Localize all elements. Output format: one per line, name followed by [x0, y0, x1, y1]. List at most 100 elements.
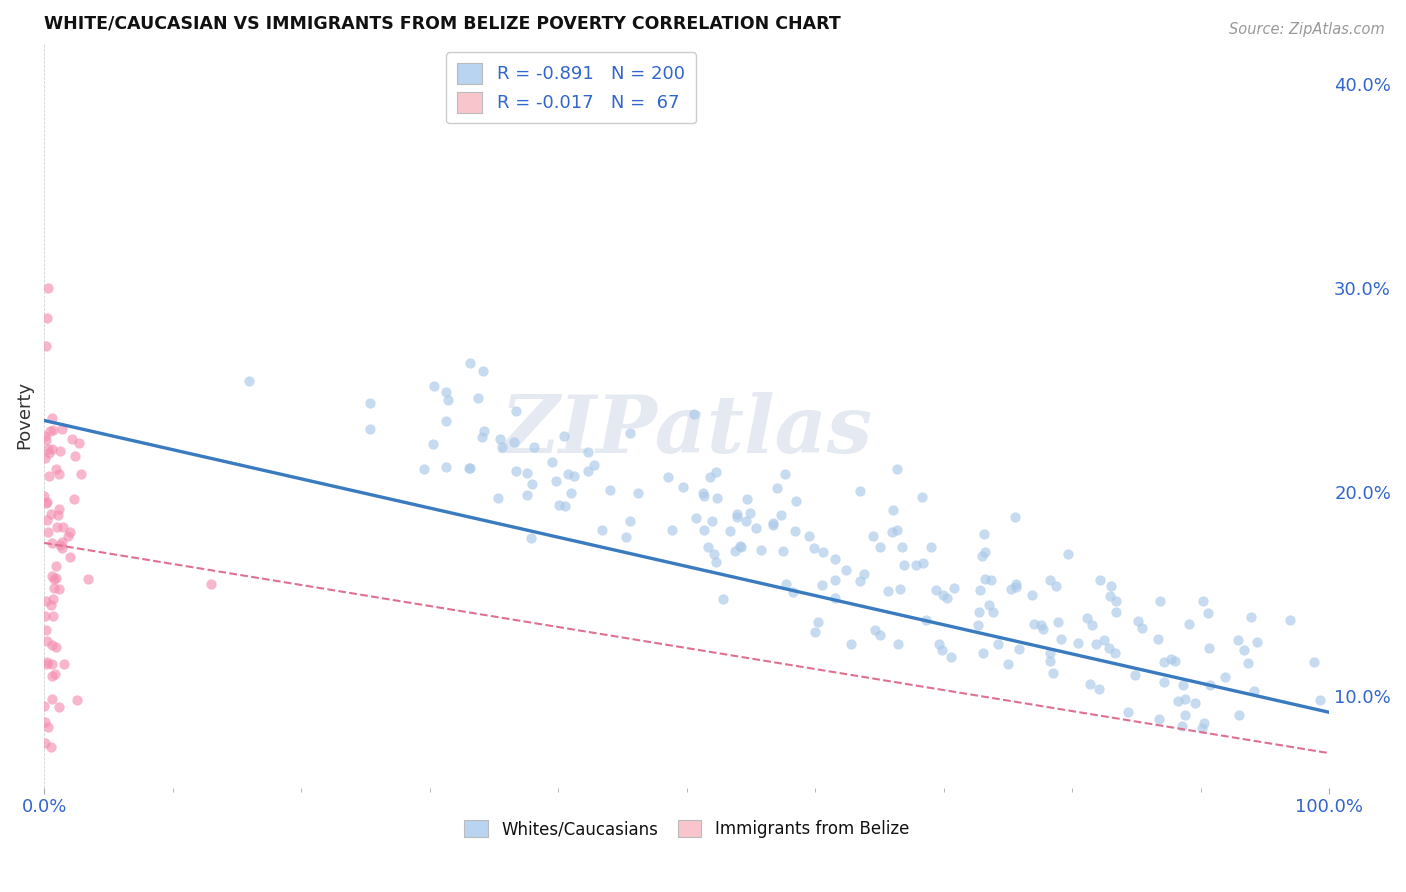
Point — [987, 637, 1010, 651]
Point — [886, 523, 908, 537]
Point — [693, 489, 716, 503]
Point — [42, 573, 65, 587]
Point — [523, 440, 546, 454]
Point — [578, 445, 600, 459]
Point — [35, 339, 58, 353]
Point — [811, 545, 834, 559]
Point — [863, 623, 886, 637]
Point — [1147, 712, 1170, 726]
Point — [51, 534, 73, 549]
Point — [35, 434, 58, 448]
Point — [869, 541, 891, 555]
Point — [1147, 632, 1170, 647]
Point — [491, 440, 513, 454]
Point — [735, 491, 758, 506]
Point — [706, 491, 728, 505]
Point — [1024, 617, 1046, 632]
Point — [997, 657, 1019, 671]
Point — [972, 549, 994, 564]
Point — [1050, 632, 1073, 647]
Point — [547, 498, 569, 512]
Point — [1153, 655, 1175, 669]
Point — [704, 465, 727, 479]
Point — [1236, 656, 1258, 670]
Point — [911, 556, 934, 570]
Point — [582, 458, 605, 472]
Point — [1092, 632, 1115, 647]
Point — [1246, 635, 1268, 649]
Point — [599, 483, 621, 498]
Point — [685, 511, 707, 525]
Point — [34, 429, 56, 443]
Point — [785, 524, 807, 539]
Point — [44, 640, 66, 655]
Point — [762, 518, 785, 533]
Point — [38, 446, 60, 460]
Point — [458, 461, 481, 475]
Point — [730, 539, 752, 553]
Point — [474, 425, 496, 439]
Point — [941, 650, 963, 665]
Point — [35, 311, 58, 326]
Point — [63, 491, 86, 506]
Point — [724, 544, 747, 558]
Point — [1303, 655, 1326, 669]
Point — [34, 736, 56, 750]
Point — [1132, 621, 1154, 635]
Point — [619, 425, 641, 440]
Point — [1078, 677, 1101, 691]
Point — [554, 499, 576, 513]
Point — [46, 520, 69, 534]
Point — [1004, 510, 1026, 524]
Point — [471, 364, 494, 378]
Point — [886, 462, 908, 476]
Point — [1232, 643, 1254, 657]
Point — [1067, 636, 1090, 650]
Point — [749, 543, 772, 558]
Point — [931, 588, 953, 602]
Point — [711, 592, 734, 607]
Point — [1191, 721, 1213, 735]
Point — [562, 468, 585, 483]
Point — [238, 374, 260, 388]
Point — [591, 523, 613, 537]
Point — [70, 467, 93, 482]
Point — [503, 435, 526, 450]
Point — [56, 529, 79, 543]
Point — [489, 432, 512, 446]
Point — [725, 510, 748, 524]
Point — [920, 540, 942, 554]
Point — [560, 486, 582, 500]
Point — [1192, 594, 1215, 608]
Point — [41, 668, 63, 682]
Point — [1243, 683, 1265, 698]
Point — [804, 625, 827, 640]
Point — [41, 535, 63, 549]
Point — [35, 594, 58, 608]
Point — [1099, 579, 1122, 593]
Point — [1090, 573, 1112, 587]
Point — [1174, 708, 1197, 723]
Point — [981, 605, 1004, 619]
Point — [34, 715, 56, 730]
Point — [359, 396, 381, 410]
Point — [869, 628, 891, 642]
Point — [797, 529, 820, 543]
Point — [35, 624, 58, 638]
Point — [1045, 579, 1067, 593]
Point — [434, 414, 457, 428]
Point — [657, 470, 679, 484]
Point — [704, 555, 727, 569]
Point — [835, 563, 858, 577]
Point — [1000, 582, 1022, 596]
Point — [692, 485, 714, 500]
Point — [1173, 678, 1195, 692]
Point — [557, 467, 579, 481]
Point — [887, 637, 910, 651]
Point — [1081, 618, 1104, 632]
Point — [541, 455, 564, 469]
Point — [1177, 617, 1199, 632]
Point — [661, 523, 683, 537]
Point — [762, 516, 785, 531]
Point — [42, 591, 65, 606]
